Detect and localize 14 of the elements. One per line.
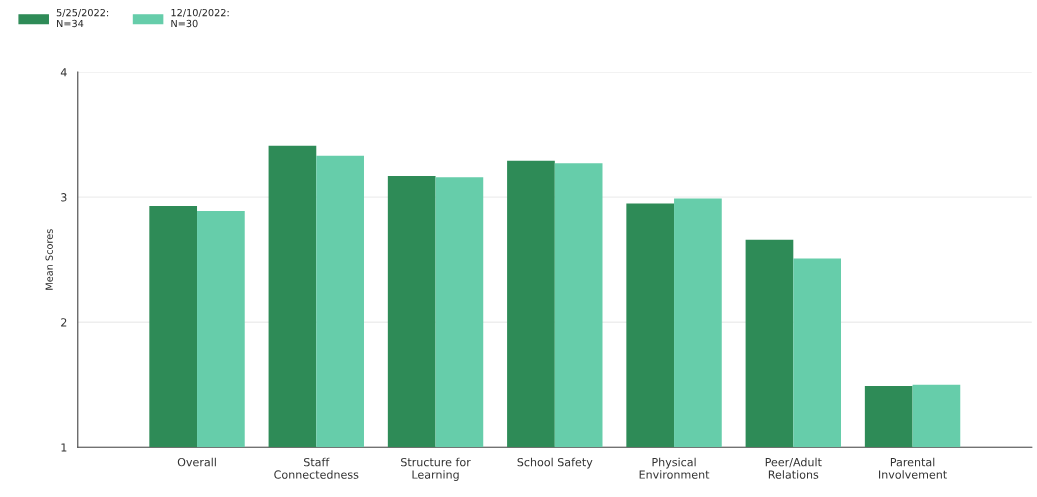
x-tick-label: Staff Connectedness	[274, 457, 359, 479]
x-tick-label: Physical Environment	[639, 457, 710, 479]
y-tick-label: 3	[61, 193, 67, 202]
legend-label: 5/25/2022: N=34	[56, 8, 109, 28]
x-tick-label: Overall	[177, 457, 216, 467]
x-tick-label: Peer/Adult Relations	[765, 457, 822, 479]
legend-label: 12/10/2022: N=30	[171, 8, 229, 28]
y-tick-label: 4	[60, 68, 67, 77]
y-tick-label: 2	[61, 318, 67, 327]
y-tick-label: 1	[61, 443, 67, 452]
x-tick-label: School Safety	[517, 457, 593, 469]
x-tick-label: Structure for Learning	[401, 457, 471, 481]
y-axis-title: Mean Scores	[45, 229, 53, 290]
x-tick-label: Parental Involvement	[879, 457, 947, 479]
